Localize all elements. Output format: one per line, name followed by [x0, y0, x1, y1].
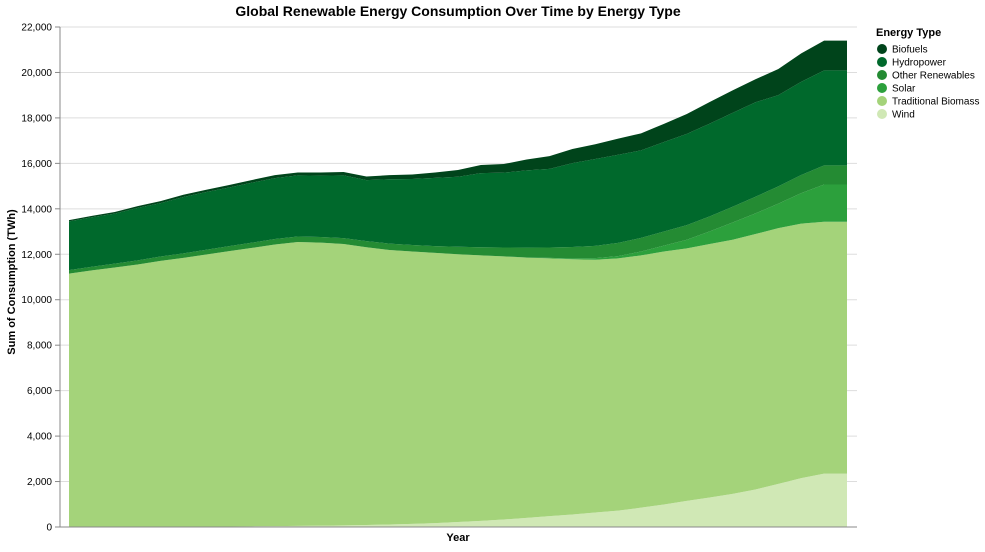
legend-label-wind: Wind — [892, 110, 915, 121]
area-traditional-biomass — [69, 221, 847, 527]
chart-title: Global Renewable Energy Consumption Over… — [235, 3, 680, 19]
y-tick-label: 6,000 — [27, 386, 52, 397]
y-tick-label: 8,000 — [27, 341, 52, 352]
legend-label-traditional-biomass: Traditional Biomass — [892, 97, 979, 108]
area-solar — [69, 184, 847, 274]
x-axis-title: Year — [446, 532, 470, 544]
y-tick-label: 4,000 — [27, 432, 52, 443]
y-tick-label: 18,000 — [21, 113, 52, 124]
legend-symbol-biofuels — [877, 44, 887, 54]
axes: 0 2,000 4,000 6,000 8,000 10,000 12,000 14,000 1… — [21, 23, 857, 534]
y-tick-label: 22,000 — [21, 23, 52, 34]
legend-label-other-renewables: Other Renewables — [892, 71, 975, 82]
y-tick-label: 10,000 — [21, 295, 52, 306]
y-axis-title: Sum of Consumption (TWh) — [6, 209, 18, 355]
y-tick-label: 20,000 — [21, 68, 52, 79]
legend-items: Biofuels Hydropower Other Renewables Solar T… — [877, 44, 979, 121]
y-tick-label: 14,000 — [21, 204, 52, 215]
legend-symbol-traditional-biomass — [877, 96, 887, 106]
area-wind — [69, 473, 847, 527]
legend: Energy Type Biofuels Hydropower Other Rene… — [876, 27, 979, 121]
legend-title: Energy Type — [876, 27, 941, 39]
y-tick-label: 2,000 — [27, 477, 52, 488]
y-tick-label: 0 — [46, 523, 52, 534]
legend-label-solar: Solar — [892, 84, 916, 95]
legend-symbol-hydropower — [877, 57, 887, 67]
area-series — [69, 40, 847, 527]
legend-symbol-wind — [877, 109, 887, 119]
legend-symbol-solar — [877, 83, 887, 93]
y-tick-label: 12,000 — [21, 250, 52, 261]
legend-label-hydropower: Hydropower — [892, 58, 947, 69]
legend-symbol-other-renewables — [877, 70, 887, 80]
area-other-renewables — [69, 165, 847, 274]
area-hydropower — [69, 70, 847, 271]
y-tick-label: 16,000 — [21, 159, 52, 170]
area-biofuels — [69, 40, 847, 222]
legend-label-biofuels: Biofuels — [892, 45, 928, 56]
